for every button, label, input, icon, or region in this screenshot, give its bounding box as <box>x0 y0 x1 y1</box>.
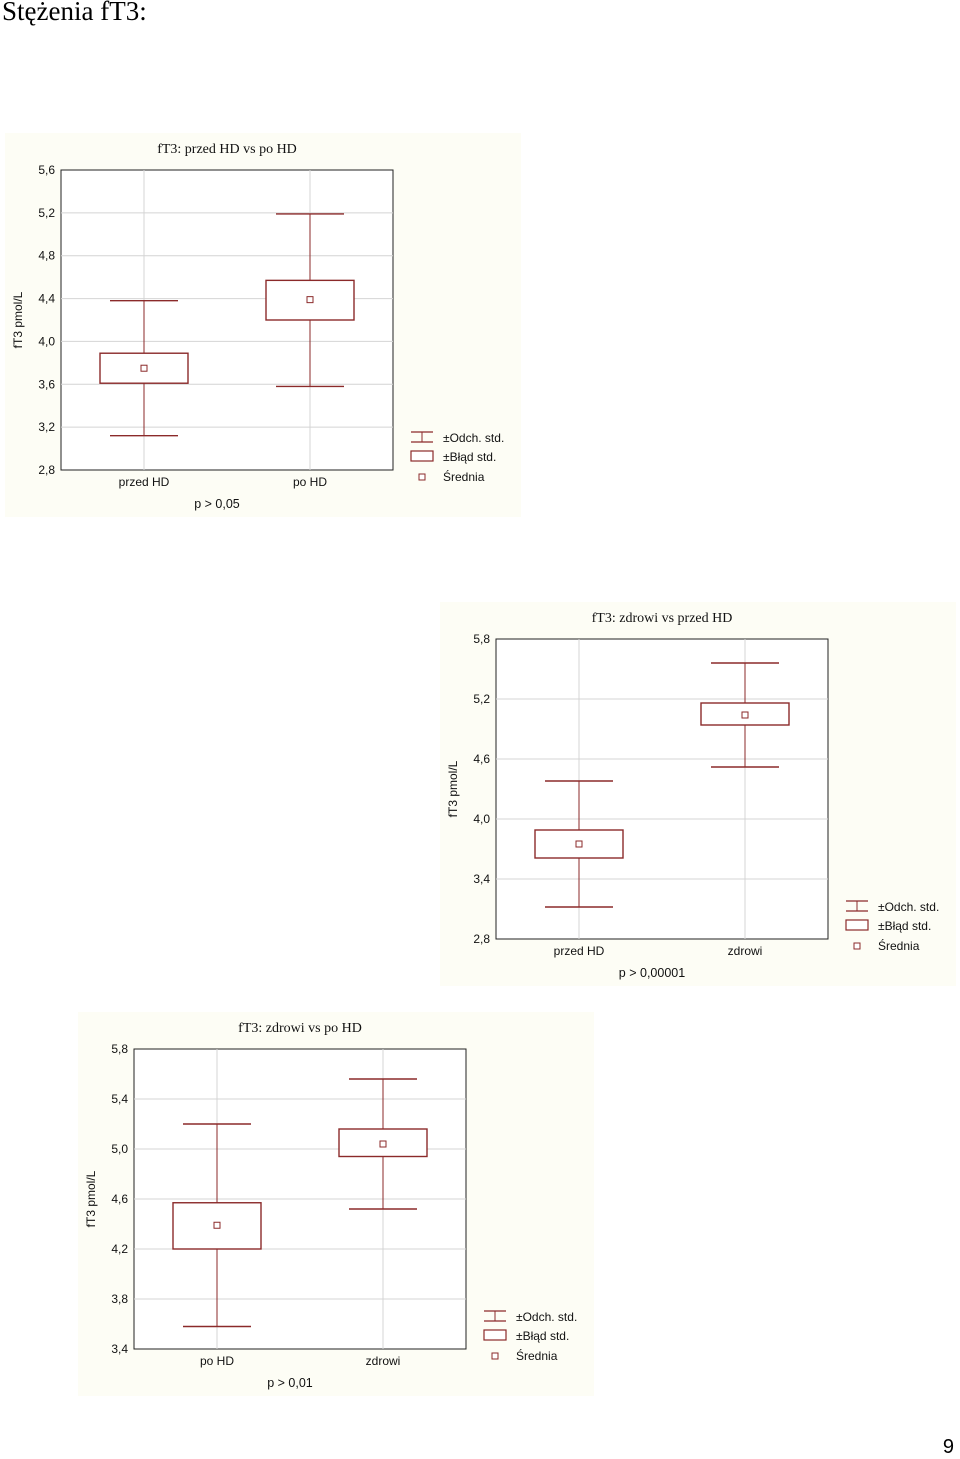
y-tick-label: 4,2 <box>111 1242 128 1256</box>
legend-mean-label: Średnia <box>878 938 920 953</box>
legend-sd-label: ±Odch. std. <box>516 1310 577 1324</box>
y-tick-label: 3,4 <box>111 1342 128 1356</box>
chart-panel-2: fT3: zdrowi vs przed HD 2,8 3,4 4,0 4,6 5,2 5,… <box>440 602 956 986</box>
box-1 <box>265 213 355 388</box>
page-heading: Stężenia fT3: <box>2 0 147 26</box>
mean-marker <box>575 840 583 848</box>
mean-marker <box>306 296 314 304</box>
mean-marker <box>213 1221 221 1229</box>
y-axis-label: fT3 pmol/L <box>84 1170 98 1227</box>
y-tick-label: 4,8 <box>38 249 55 263</box>
y-tick-label: 3,8 <box>111 1292 128 1306</box>
x-tick-label: po HD <box>293 475 327 489</box>
legend-sd-label: ±Odch. std. <box>878 900 939 914</box>
y-tick-label: 3,2 <box>38 420 55 434</box>
x-tick-label: zdrowi <box>366 1354 401 1368</box>
legend-mean-label: Średnia <box>516 1348 558 1363</box>
box-1 <box>338 1078 428 1210</box>
y-tick-label: 2,8 <box>473 932 490 946</box>
y-tick-label: 4,6 <box>111 1192 128 1206</box>
chart-title: fT3: zdrowi vs przed HD <box>592 611 733 626</box>
y-tick-label: 4,0 <box>473 812 490 826</box>
mean-marker <box>379 1140 387 1148</box>
legend-mean-icon <box>418 473 426 481</box>
y-tick-label: 3,4 <box>473 872 490 886</box>
p-value-note: p > 0,00001 <box>619 966 685 980</box>
y-axis-label: fT3 pmol/L <box>11 291 25 348</box>
p-value-note: p > 0,05 <box>194 497 240 511</box>
chart-2: fT3: zdrowi vs przed HD 2,8 3,4 4,0 4,6 5,2 5,… <box>446 611 939 980</box>
box-0 <box>534 780 624 908</box>
chart-3: fT3: zdrowi vs po HD 3,4 3,8 4,2 4,6 5,0 5,4 5,… <box>84 1021 577 1390</box>
y-tick-label: 3,6 <box>38 377 55 391</box>
y-tick-label: 2,8 <box>38 463 55 477</box>
y-tick-label: 4,0 <box>38 334 55 348</box>
y-tick-label: 4,4 <box>38 292 55 306</box>
legend-mean-label: Średnia <box>443 469 485 484</box>
box-0 <box>99 300 189 437</box>
chart-panel-1: fT3: przed HD vs po HD 2,8 3,2 3,6 4,0 4,4 4,8… <box>5 133 521 517</box>
y-tick-label: 5,8 <box>111 1042 128 1056</box>
y-tick-label: 5,6 <box>38 163 55 177</box>
legend-se-icon <box>410 450 434 462</box>
legend-sd-label: ±Odch. std. <box>443 431 504 445</box>
legend-se-label: ±Błąd std. <box>443 450 496 464</box>
box-1 <box>700 662 790 768</box>
chart-title: fT3: przed HD vs po HD <box>157 142 297 157</box>
chart-title: fT3: zdrowi vs po HD <box>238 1021 362 1036</box>
legend-se-label: ±Błąd std. <box>516 1329 569 1343</box>
legend-se-label: ±Błąd std. <box>878 919 931 933</box>
p-value-note: p > 0,01 <box>267 1376 313 1390</box>
legend-mean-icon <box>853 942 861 950</box>
legend-mean-icon <box>491 1352 499 1360</box>
plot-area <box>495 638 829 940</box>
y-tick-label: 5,4 <box>111 1092 128 1106</box>
legend-se-icon <box>483 1329 507 1341</box>
page-number: 9 <box>942 1436 954 1458</box>
y-tick-label: 5,0 <box>111 1142 128 1156</box>
x-tick-label: zdrowi <box>728 944 763 958</box>
legend-se-icon <box>845 919 869 931</box>
mean-marker <box>140 364 148 372</box>
chart-1: fT3: przed HD vs po HD 2,8 3,2 3,6 4,0 4,4 4,8… <box>11 142 504 511</box>
x-tick-label: po HD <box>200 1354 234 1368</box>
chart-panel-3: fT3: zdrowi vs po HD 3,4 3,8 4,2 4,6 5,0 5,4 5,… <box>78 1012 594 1396</box>
y-tick-label: 5,2 <box>38 206 55 220</box>
y-tick-label: 5,8 <box>473 632 490 646</box>
mean-marker <box>741 711 749 719</box>
y-axis-label: fT3 pmol/L <box>446 760 460 817</box>
x-tick-label: przed HD <box>119 475 170 489</box>
x-tick-label: przed HD <box>554 944 605 958</box>
y-tick-label: 4,6 <box>473 752 490 766</box>
box-0 <box>172 1123 262 1328</box>
y-tick-label: 5,2 <box>473 692 490 706</box>
